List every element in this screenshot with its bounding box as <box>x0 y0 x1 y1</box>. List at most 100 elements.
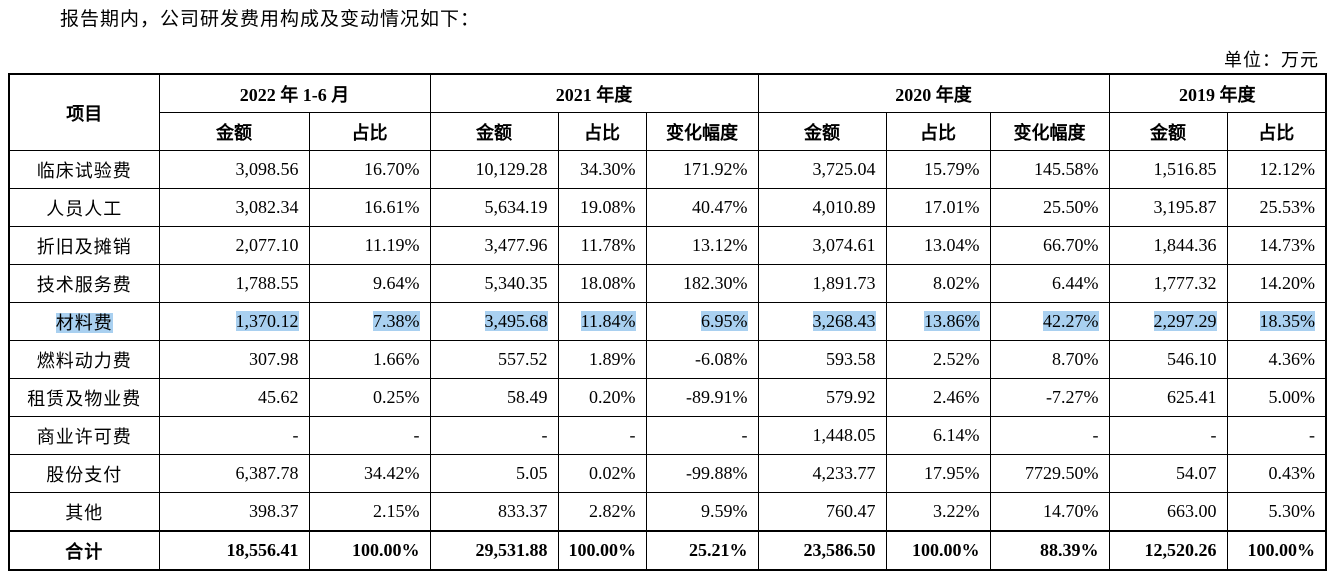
subheader: 金额 <box>757 112 887 151</box>
cell-value: 2.46% <box>933 387 980 407</box>
cell-value: 14.73% <box>1259 235 1316 255</box>
table-cell: 2.82% <box>557 492 647 532</box>
table-row: 技术服务费 1,788.55 9.64% 5,340.35 18.08% 182.30% 1… <box>8 264 1327 303</box>
cell-value: 12,520.26 <box>1144 540 1217 560</box>
subheader: 变化幅度 <box>989 112 1110 151</box>
cell-value: 13.12% <box>692 235 748 255</box>
table-cell: 19.08% <box>557 188 647 227</box>
row-label-text: 折旧及摊销 <box>36 236 132 257</box>
cell-value: 25.53% <box>1259 197 1316 217</box>
table-cell: 546.10 <box>1108 340 1228 379</box>
table-cell: 4,233.77 <box>757 454 887 493</box>
cell-value: 2.52% <box>933 349 980 369</box>
table-cell: 13.86% <box>885 302 991 341</box>
table-row: 其他 398.37 2.15% 833.37 2.82% 9.59% 760.47 3.22%… <box>8 492 1327 532</box>
total-label: 合计 <box>8 530 160 571</box>
subheader-row: 金额 占比 金额 占比 变化幅度 金额 占比 变化幅度 金额 占比 <box>9 112 1327 151</box>
table-cell: 11.19% <box>308 226 431 265</box>
cell-value: 58.49 <box>507 387 548 407</box>
table-cell: 593.58 <box>757 340 887 379</box>
cell-value: - <box>741 425 748 445</box>
table-cell: 171.92% <box>645 150 759 189</box>
table-cell: 100.00% <box>308 530 431 571</box>
table-cell: - <box>429 416 559 455</box>
row-label-text: 技术服务费 <box>36 274 132 295</box>
cell-value: 760.47 <box>826 501 876 521</box>
table-cell: 6.95% <box>645 302 759 341</box>
cell-value: 17.95% <box>924 463 980 483</box>
cell-value: 16.70% <box>364 159 420 179</box>
row-label-text: 股份支付 <box>46 464 123 485</box>
table-cell: 10,129.28 <box>429 150 559 189</box>
table-cell: 663.00 <box>1108 492 1228 532</box>
table-cell: 17.01% <box>885 188 991 227</box>
cell-value: 3,074.61 <box>812 235 876 255</box>
item-header: 项目 <box>8 73 160 151</box>
cell-value: 5.00% <box>1268 387 1316 407</box>
table-cell: 42.27% <box>989 302 1110 341</box>
cell-value: 18.35% <box>1259 311 1315 331</box>
cell-value: - <box>629 425 636 445</box>
subheader: 金额 <box>429 112 559 151</box>
cell-value: 6,387.78 <box>235 463 299 483</box>
table-cell: -89.91% <box>645 378 759 417</box>
cell-value: 17.01% <box>924 197 980 217</box>
table-cell: 1.89% <box>557 340 647 379</box>
table-cell: - <box>645 416 759 455</box>
table-cell: 45.62 <box>158 378 310 417</box>
cell-value: 2,297.29 <box>1153 311 1217 331</box>
table-cell: 2.46% <box>885 378 991 417</box>
cell-value: 1.66% <box>373 349 420 369</box>
row-label: 股份支付 <box>8 454 160 493</box>
table-cell: 13.12% <box>645 226 759 265</box>
cell-value: 12.12% <box>1259 159 1316 179</box>
subheader: 金额 <box>1108 112 1228 151</box>
table-cell: 14.73% <box>1226 226 1327 265</box>
cell-value: 45.62 <box>258 387 299 407</box>
table-cell: 25.53% <box>1226 188 1327 227</box>
table-cell: 6.44% <box>989 264 1110 303</box>
table-row: 人员人工 3,082.34 16.61% 5,634.19 19.08% 40.47% 4,… <box>8 188 1327 227</box>
cell-value: 182.30% <box>683 273 748 293</box>
table-cell: 40.47% <box>645 188 759 227</box>
cell-value: -99.88% <box>686 463 748 483</box>
table-cell: 1,891.73 <box>757 264 887 303</box>
cell-value: 25.21% <box>689 540 748 560</box>
cell-value: 579.92 <box>826 387 876 407</box>
cell-value: 3,082.34 <box>235 197 299 217</box>
table-cell: 12.12% <box>1226 150 1327 189</box>
cell-value: - <box>1309 425 1315 445</box>
cell-value: 11.84% <box>580 311 636 331</box>
table-cell: 18.08% <box>557 264 647 303</box>
cell-value: 4,233.77 <box>812 463 876 483</box>
row-label: 技术服务费 <box>8 264 160 303</box>
table-row: 材料费 1,370.12 7.38% 3,495.68 11.84% 6.95% 3,268… <box>8 302 1327 341</box>
cell-value: 16.61% <box>364 197 420 217</box>
table-cell: - <box>158 416 310 455</box>
period-header: 2019 年度 <box>1108 73 1327 113</box>
table-cell: - <box>989 416 1110 455</box>
row-label-text: 材料费 <box>55 312 113 333</box>
table-cell: 3,268.43 <box>757 302 887 341</box>
row-label-text: 其他 <box>65 502 104 523</box>
table-cell: 11.84% <box>557 302 647 341</box>
table-cell: 3,725.04 <box>757 150 887 189</box>
cell-value: 14.20% <box>1259 273 1316 293</box>
row-label-text: 人员人工 <box>46 198 123 219</box>
table-cell: 5,340.35 <box>429 264 559 303</box>
table-cell: 2,297.29 <box>1108 302 1228 341</box>
cell-value: 663.00 <box>1167 501 1217 521</box>
cell-value: 34.30% <box>580 159 636 179</box>
table-cell: 88.39% <box>989 530 1110 571</box>
cell-value: 9.59% <box>701 501 748 521</box>
table-cell: 11.78% <box>557 226 647 265</box>
cell-value: 593.58 <box>826 349 876 369</box>
cell-value: 2.82% <box>589 501 636 521</box>
cell-value: - <box>413 425 420 445</box>
cell-value: 4.36% <box>1268 349 1316 369</box>
table-cell: 7729.50% <box>989 454 1110 493</box>
cell-value: - <box>292 425 299 445</box>
cell-value: 34.42% <box>364 463 420 483</box>
row-label-text: 租赁及物业费 <box>27 388 142 409</box>
table-cell: 760.47 <box>757 492 887 532</box>
